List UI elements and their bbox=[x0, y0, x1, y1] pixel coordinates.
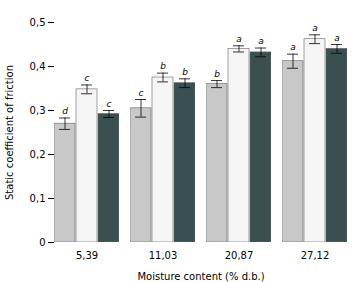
svg-text:a: a bbox=[236, 34, 242, 44]
svg-text:a: a bbox=[334, 33, 340, 43]
svg-text:c: c bbox=[107, 99, 112, 109]
svg-text:0,3: 0,3 bbox=[30, 105, 46, 116]
svg-text:0,4: 0,4 bbox=[30, 61, 46, 72]
svg-text:27,12: 27,12 bbox=[301, 250, 330, 261]
svg-text:Static coefficient of friction: Static coefficient of friction bbox=[4, 65, 15, 200]
svg-text:d: d bbox=[62, 106, 68, 116]
svg-text:5,39: 5,39 bbox=[76, 250, 98, 261]
svg-text:0,2: 0,2 bbox=[30, 149, 46, 160]
svg-text:0,5: 0,5 bbox=[30, 17, 46, 28]
svg-text:a: a bbox=[312, 23, 318, 33]
svg-text:c: c bbox=[85, 73, 90, 83]
svg-text:20,87: 20,87 bbox=[225, 250, 254, 261]
svg-text:a: a bbox=[258, 36, 264, 46]
svg-text:a: a bbox=[290, 42, 296, 52]
svg-text:Moisture content (% d.b.): Moisture content (% d.b.) bbox=[137, 271, 264, 282]
svg-text:0: 0 bbox=[39, 237, 45, 248]
svg-text:b: b bbox=[182, 67, 188, 77]
svg-text:0,1: 0,1 bbox=[30, 193, 46, 204]
svg-text:b: b bbox=[160, 61, 166, 71]
svg-text:b: b bbox=[214, 69, 220, 79]
svg-text:11,03: 11,03 bbox=[149, 250, 178, 261]
svg-text:c: c bbox=[139, 88, 144, 98]
